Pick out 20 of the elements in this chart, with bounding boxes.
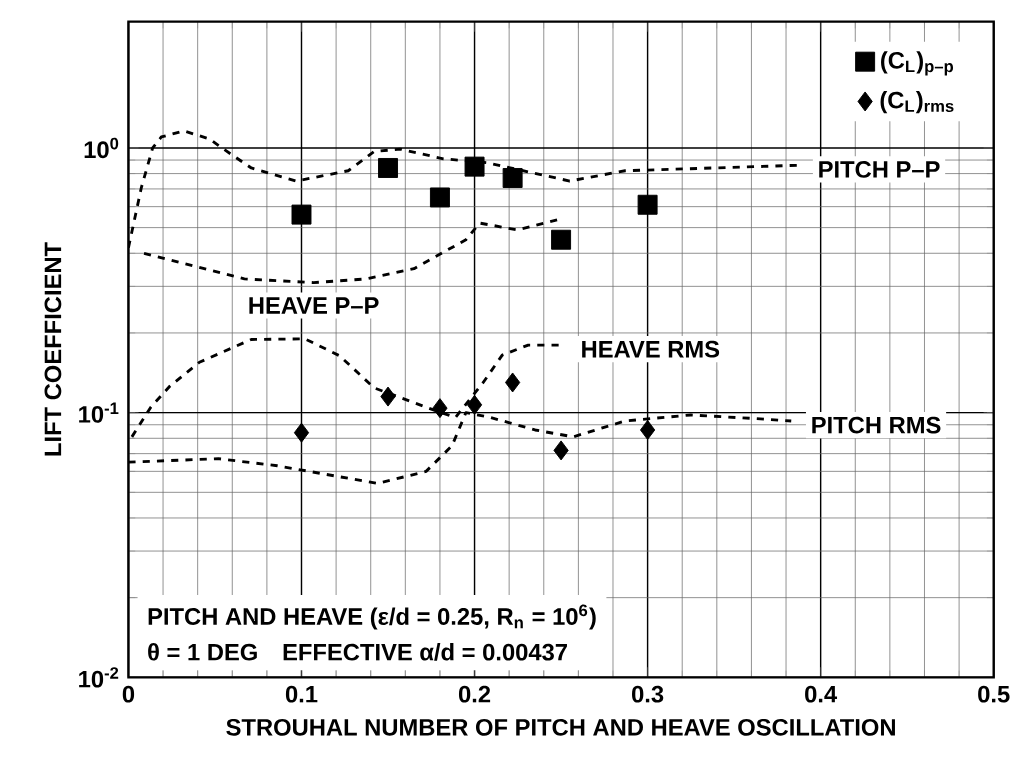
x-tick-label: 0.2 [458, 685, 491, 703]
x-tick-label: 0.5 [978, 685, 1010, 703]
x-axis-title: STROUHAL NUMBER OF PITCH AND HEAVE OSCILLATION [226, 719, 895, 736]
x-tick-label: 0.4 [805, 685, 838, 703]
y-axis-title: LIFT COEFFICIENT [44, 242, 62, 456]
y-tick-label: 10$^{0}$ [84, 137, 119, 159]
y-tick-label: 10$^{-2}$ [79, 667, 119, 688]
annotation: EFFECTIVE α/d = 0.00437 [283, 643, 567, 661]
series-label: HEAVE P–P [249, 297, 379, 314]
legend-label: (C$_{L}$)$_{rms}$ [880, 91, 954, 114]
series-label: PITCH RMS [812, 416, 941, 434]
legend-label: (C$_{L}$)$_{p–p}$ [881, 51, 954, 76]
annotation: PITCH AND HEAVE (ε/d = 0.25, R$_{n}$ = 10$^{6}$) [148, 604, 596, 630]
y-tick-label: 10$^{-1}$ [79, 402, 119, 423]
x-tick-label: 0 [122, 685, 135, 703]
series-label: PITCH P–P [819, 161, 940, 178]
x-tick-label: 0.1 [285, 685, 318, 703]
series-label: HEAVE RMS [582, 340, 720, 358]
annotation: θ = 1 DEG [148, 643, 257, 661]
x-tick-label: 0.3 [632, 685, 664, 703]
